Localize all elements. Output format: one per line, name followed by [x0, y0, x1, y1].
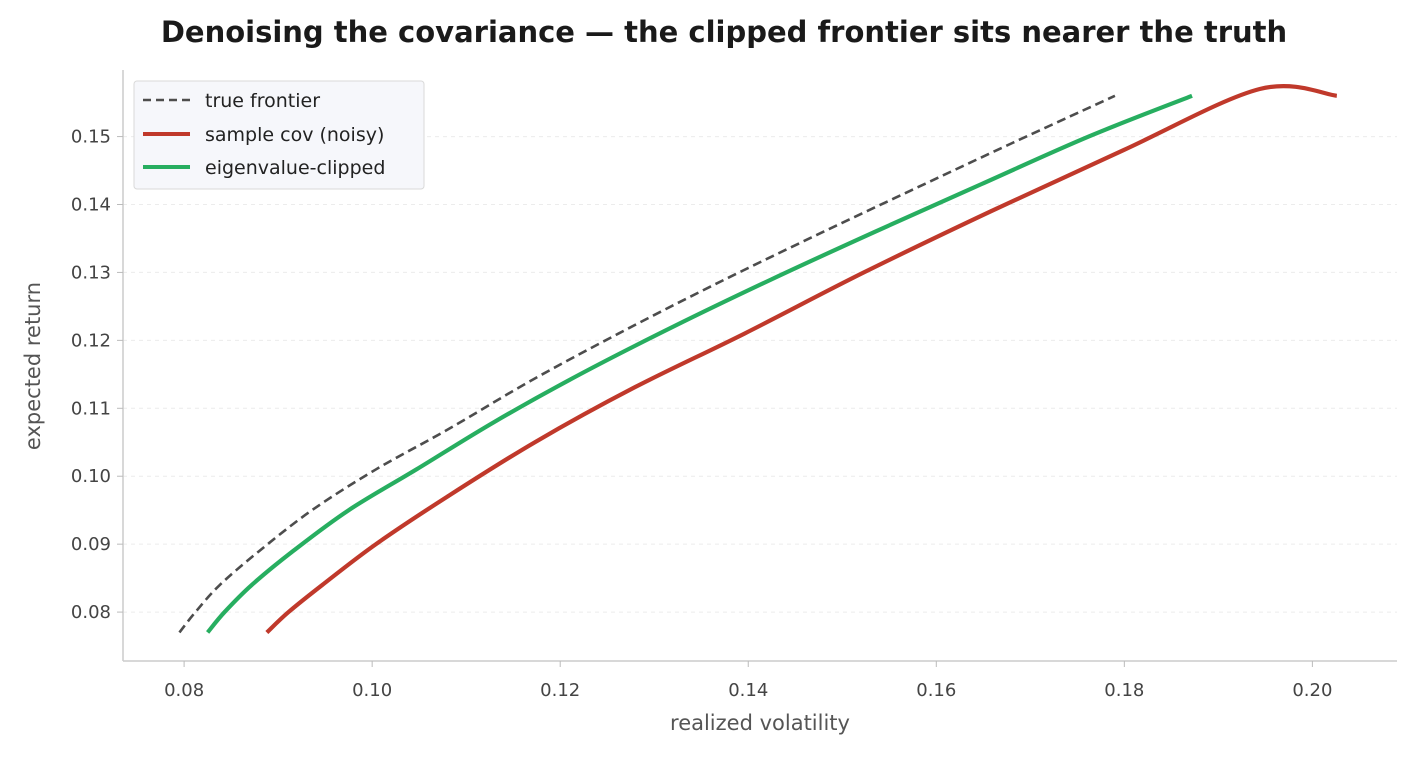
x-tick-label: 0.14	[728, 680, 768, 701]
y-tick-label: 0.13	[71, 262, 111, 283]
legend-label-sample-cov: sample cov (noisy)	[205, 124, 384, 146]
legend: true frontier sample cov (noisy) eigenva…	[133, 80, 425, 190]
legend-label-true-frontier: true frontier	[205, 90, 320, 112]
legend-box	[133, 80, 425, 190]
x-axis-label: realized volatility	[670, 711, 850, 735]
y-tick-label: 0.10	[71, 466, 111, 487]
grid-lines	[123, 136, 1397, 613]
y-axis-label: expected return	[21, 282, 45, 450]
true-frontier-line	[178, 94, 1116, 634]
sample-cov-line	[265, 84, 1338, 634]
y-tick-label: 0.09	[71, 534, 111, 555]
x-axis-ticks: 0.08 0.10 0.12 0.14 0.16 0.18 0.20	[164, 661, 1332, 701]
x-tick-label: 0.20	[1292, 680, 1332, 701]
chart-title: Denoising the covariance — the clipped f…	[161, 15, 1287, 49]
x-tick-label: 0.18	[1104, 680, 1144, 701]
x-tick-label: 0.16	[916, 680, 956, 701]
y-tick-label: 0.11	[71, 398, 111, 419]
y-axis-ticks: 0.08 0.09 0.10 0.11 0.12 0.13 0.14 0.15	[71, 127, 123, 623]
legend-label-eigenvalue-clipped: eigenvalue-clipped	[205, 157, 385, 179]
x-tick-label: 0.10	[352, 680, 392, 701]
y-tick-label: 0.14	[71, 195, 111, 216]
y-tick-label: 0.15	[71, 127, 111, 148]
y-tick-label: 0.08	[71, 602, 111, 623]
eigenvalue-clipped-line	[205, 93, 1193, 634]
x-tick-label: 0.12	[540, 680, 580, 701]
y-tick-label: 0.12	[71, 330, 111, 351]
x-tick-label: 0.08	[164, 680, 204, 701]
series-layer	[178, 84, 1338, 634]
